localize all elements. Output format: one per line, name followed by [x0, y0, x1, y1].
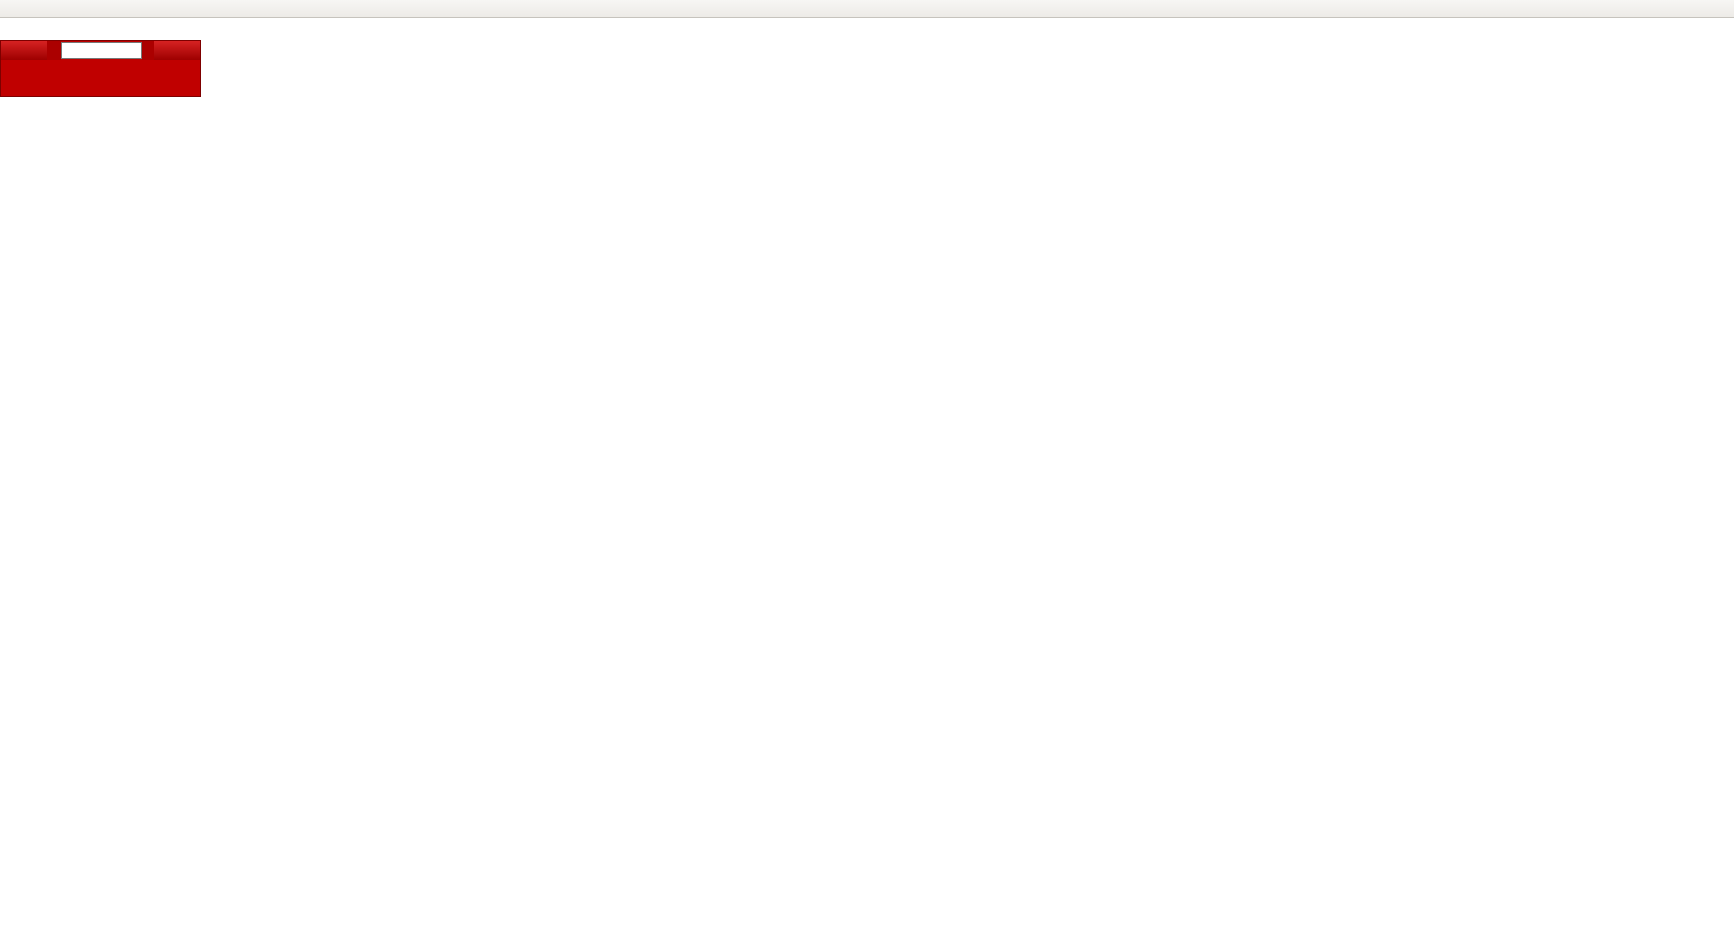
macd-indicator-label	[3, 530, 13, 541]
one-click-trading-panel	[0, 40, 201, 97]
volume-dropdown-button[interactable]	[47, 41, 61, 60]
volume-stepper[interactable]	[142, 41, 154, 60]
volume-input[interactable]	[61, 42, 142, 59]
sell-button[interactable]	[1, 41, 47, 60]
rsi-indicator-label	[3, 684, 8, 695]
main-toolbar	[0, 0, 1734, 18]
buy-button[interactable]	[154, 41, 200, 60]
